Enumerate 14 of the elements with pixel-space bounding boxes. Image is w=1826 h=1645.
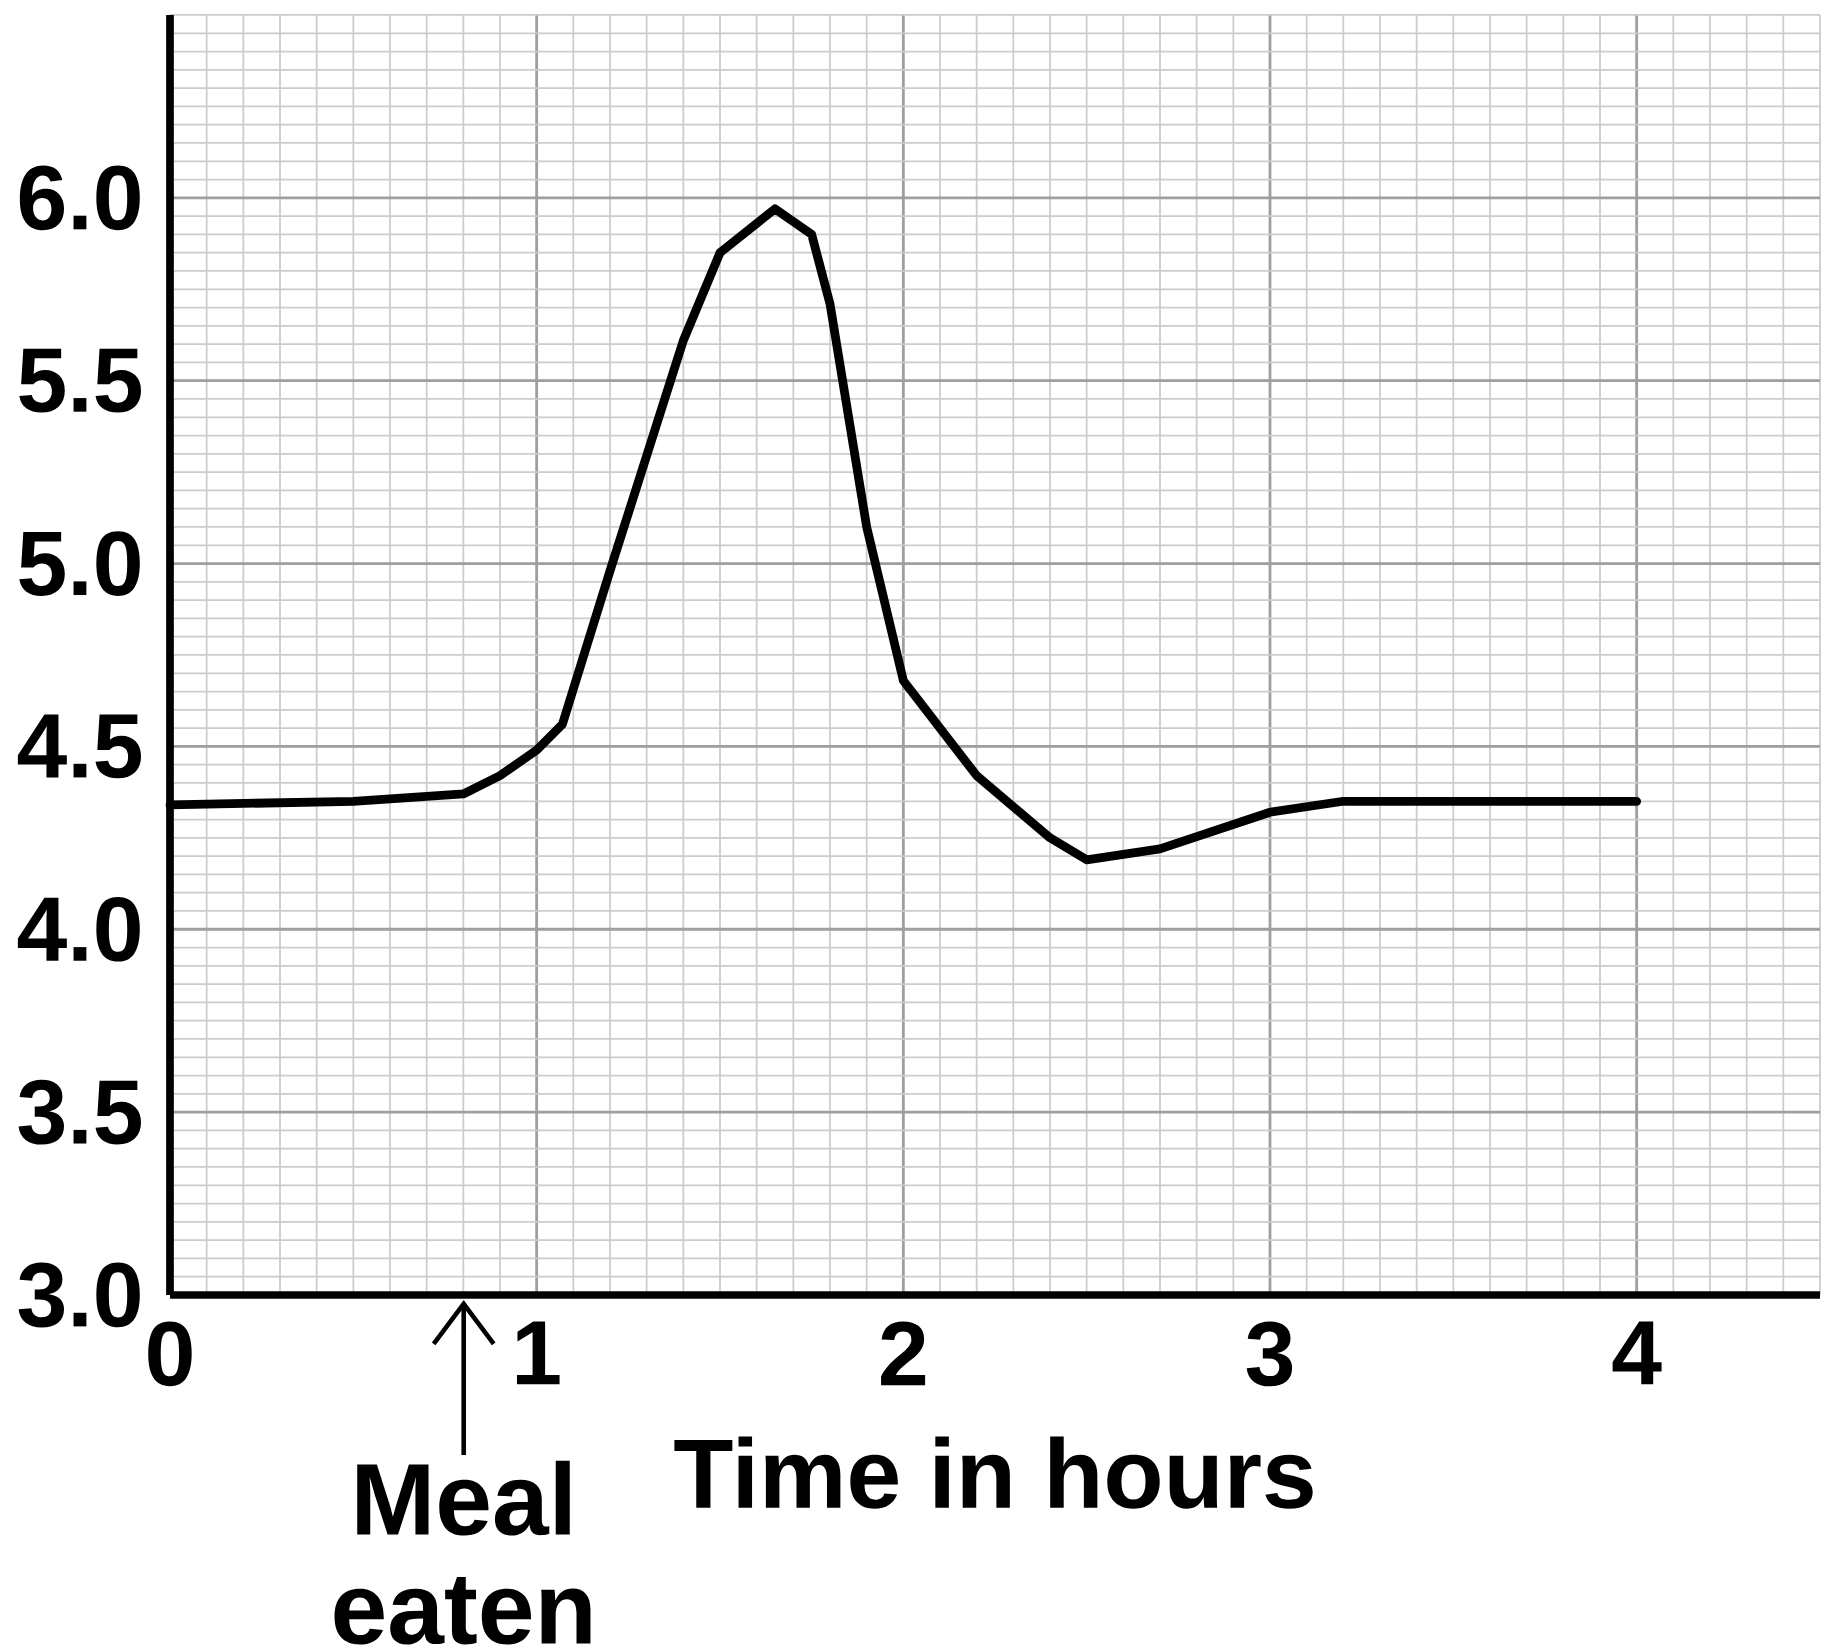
x-axis-title: Time in hours <box>674 1436 1313 1509</box>
y-tick-label: 6.0 <box>19 165 140 231</box>
x-tick-label: 2 <box>881 1321 926 1386</box>
y-tick-label: 5.0 <box>19 531 140 596</box>
y-tick-label: 3.5 <box>18 1079 141 1145</box>
y-tick-label: 3.0 <box>18 1262 140 1328</box>
y-tick-label: 4.5 <box>17 714 141 779</box>
x-tick-label: 4 <box>1612 1321 1662 1385</box>
x-tick-label: 1 <box>516 1321 560 1385</box>
x-tick-label: 3 <box>1246 1321 1293 1387</box>
y-tick-label: 5.5 <box>19 348 141 413</box>
y-tick-label: 4.0 <box>17 896 140 962</box>
x-tick-label: 0 <box>148 1321 192 1387</box>
text: Meal eaten <box>334 1460 591 1645</box>
